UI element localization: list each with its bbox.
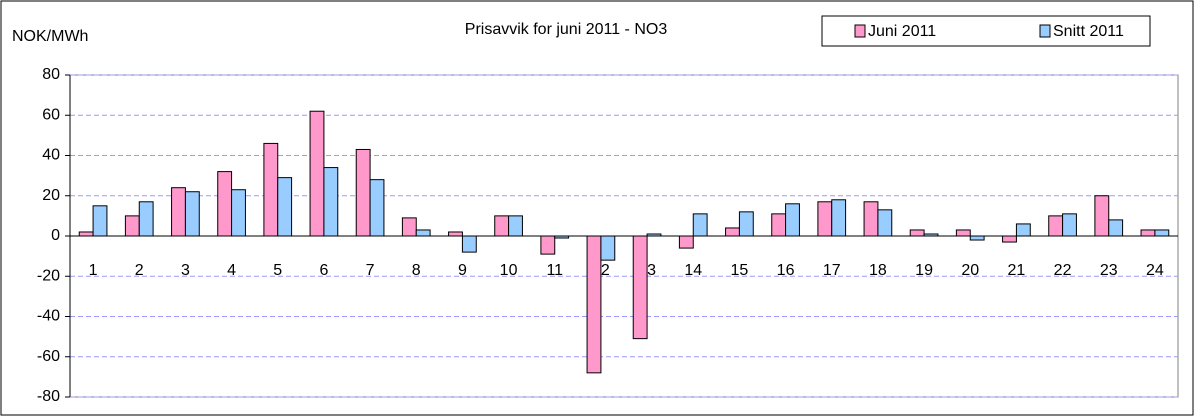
bar [1140,229,1156,237]
bar [1094,195,1110,237]
bar [309,110,325,237]
bar [355,148,371,237]
bar [401,217,417,237]
bar [877,209,893,237]
bar [969,235,985,241]
x-tick-label: 3 [181,262,190,279]
bar [92,205,108,237]
legend-swatch [1039,24,1051,38]
bar [494,215,510,237]
bar [277,177,293,237]
bar [1048,215,1064,237]
bar [78,231,94,237]
bar [586,235,602,374]
y-tick-label: -80 [37,388,60,405]
bar [1015,223,1031,237]
bar [738,211,754,237]
y-tick-label: 60 [42,106,60,123]
bar [923,233,939,237]
bar [448,231,463,237]
y-tick-label: -40 [37,308,60,325]
bar [1108,219,1124,237]
bar [1154,229,1170,237]
x-tick-label: 4 [227,262,236,279]
legend-label: Juni 2011 [868,23,936,40]
bar [554,235,570,239]
legend-swatch [854,24,866,38]
x-tick-label: 1 [89,262,98,279]
x-tick-label: 2 [135,262,144,279]
y-tick-label: 40 [42,147,60,164]
chart-title: Prisavvik for juni 2011 - NO3 [465,21,668,38]
x-tick-label: 15 [731,262,749,279]
bar [600,235,616,261]
bar [171,187,186,237]
bar [217,171,233,237]
x-tick-label: 20 [961,262,979,279]
x-tick-label: 17 [823,262,841,279]
bar [817,201,833,237]
bar [138,201,154,237]
bar [508,215,523,237]
bar [184,191,200,237]
x-tick-label: 23 [1100,262,1118,279]
x-tick-label: 8 [412,262,421,279]
bar [461,235,477,253]
bar [909,229,925,237]
y-axis-label: NOK/MWh [12,28,88,45]
y-tick-label: -20 [37,267,60,284]
y-tick-label: 20 [42,187,60,204]
bar [785,203,800,237]
x-tick-label: 11 [546,262,563,279]
y-tick-label: -60 [37,348,60,365]
bar [1002,235,1017,243]
bar [955,229,971,237]
bar [124,215,140,237]
y-tick-label: 80 [42,66,60,83]
x-tick-label: 5 [273,262,282,279]
legend [821,15,1151,47]
x-tick-label: 24 [1146,262,1164,279]
x-tick-label: 18 [869,262,887,279]
x-tick-label: 7 [366,262,375,279]
x-tick-label: 22 [1054,262,1072,279]
bar [863,201,879,237]
y-tick-label: 0 [51,227,60,244]
bar [678,235,694,249]
x-tick-label: 10 [500,262,518,279]
bar [323,167,339,237]
x-tick-label: 9 [458,262,467,279]
bar [632,235,648,340]
bar [725,227,740,237]
bar [263,142,279,237]
bar [771,213,787,237]
x-tick-label: 21 [1008,262,1026,279]
bar [231,189,246,237]
bar [692,213,708,237]
bar [1062,213,1077,237]
x-tick-label: 6 [319,262,328,279]
x-tick-label: 14 [684,262,702,279]
legend-label: Snitt 2011 [1053,23,1124,40]
bar [369,179,385,237]
bar [831,199,847,237]
x-tick-label: 19 [915,262,933,279]
bar [415,229,431,237]
bar [540,235,556,255]
bar [646,233,662,237]
x-tick-label: 16 [777,262,795,279]
